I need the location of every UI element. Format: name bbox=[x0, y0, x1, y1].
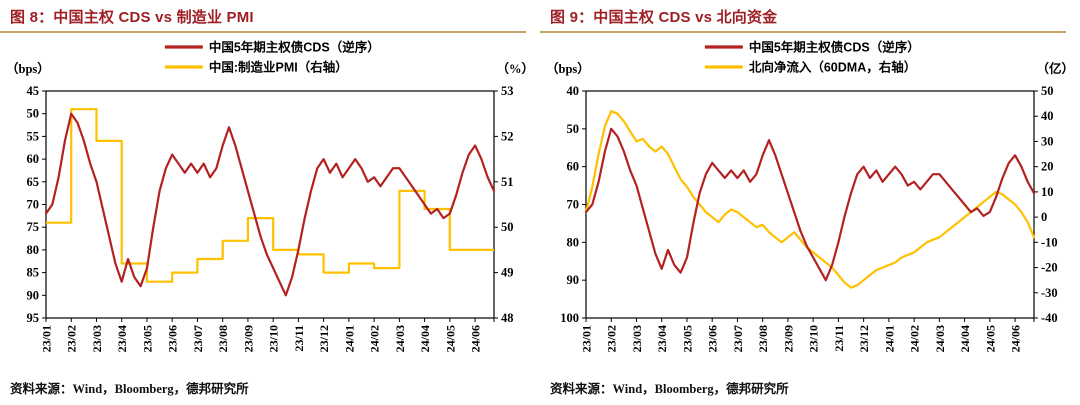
x-axis-label: 24/05 bbox=[443, 325, 457, 352]
right-axis-tick-label: 51 bbox=[501, 175, 514, 189]
left-axis-tick-label: 45 bbox=[27, 84, 40, 98]
left-axis-tick-label: 50 bbox=[27, 107, 40, 121]
cds-line bbox=[584, 127, 1036, 282]
x-axis-label: 23/04 bbox=[655, 325, 669, 352]
x-axis-label: 23/11 bbox=[832, 325, 846, 352]
pmi-step-line bbox=[46, 108, 494, 283]
left-axis-tick-label: 85 bbox=[27, 266, 40, 280]
x-axis-label: 23/08 bbox=[216, 325, 230, 352]
x-axis-label: 23/12 bbox=[857, 325, 871, 352]
x-axis-label: 23/06 bbox=[166, 325, 180, 352]
left-axis-tick-label: 70 bbox=[567, 198, 580, 212]
left-axis-unit: （bps） bbox=[6, 61, 50, 76]
left-axis-tick-label: 90 bbox=[27, 288, 40, 302]
x-axis-label: 23/01 bbox=[580, 325, 594, 352]
x-axis-label: 24/04 bbox=[958, 325, 972, 352]
left-axis-tick-label: 55 bbox=[27, 129, 40, 143]
figure-8-chart: 45 50 55 60 65 70 75 80 85 90 95 53 52 51 50 49 48 23/01 2… bbox=[6, 40, 534, 353]
x-axis-label: 23/01 bbox=[40, 325, 54, 352]
panel-figure-9: 图 9：中国主权 CDS vs 北向资金 40 50 60 70 80 90 100 50 40… bbox=[540, 0, 1080, 405]
plot-border bbox=[45, 90, 495, 319]
right-axis-tick-label: 48 bbox=[501, 311, 514, 325]
left-axis-tick-label: 60 bbox=[27, 152, 40, 166]
x-axis-label: 24/01 bbox=[882, 325, 896, 352]
x-axis-label: 23/09 bbox=[241, 325, 255, 352]
left-axis-tick-label: 100 bbox=[560, 311, 579, 325]
right-axis-tick-label: 53 bbox=[501, 84, 514, 98]
legend-label-pmi-step-line: 中国:制造业PMI（右轴） bbox=[209, 60, 348, 75]
x-axis-label: 23/10 bbox=[267, 325, 281, 352]
right-axis-tick-label: 0 bbox=[1041, 210, 1047, 224]
left-axis-tick-label: 65 bbox=[27, 175, 40, 189]
right-axis-tick-label: 50 bbox=[1041, 84, 1054, 98]
figure-9-title-underline bbox=[540, 31, 1066, 33]
x-axis-label: 23/04 bbox=[115, 325, 129, 352]
right-axis-tick-label: -30 bbox=[1041, 286, 1058, 300]
left-axis-tick-label: 60 bbox=[567, 160, 580, 174]
x-axis-label: 23/07 bbox=[731, 325, 745, 352]
left-axis-unit: （bps） bbox=[546, 61, 590, 76]
right-axis-tick-label: -10 bbox=[1041, 235, 1058, 249]
left-axis-tick-label: 70 bbox=[27, 198, 40, 212]
right-axis-tick-label: 40 bbox=[1041, 109, 1054, 123]
legend-label-cds-line: 中国5年期主权债CDS（逆序） bbox=[749, 40, 920, 55]
legend-label-cds-line: 中国5年期主权债CDS（逆序） bbox=[209, 40, 380, 55]
right-axis-tick-label: -20 bbox=[1041, 261, 1058, 275]
figure-8-source: 资料来源：Wind，Bloomberg，德邦研究所 bbox=[10, 382, 249, 396]
x-axis-label: 24/03 bbox=[393, 325, 407, 352]
figure-9-title: 图 9：中国主权 CDS vs 北向资金 bbox=[550, 9, 778, 26]
figure-8-title: 图 8：中国主权 CDS vs 制造业 PMI bbox=[10, 9, 254, 26]
x-axis-label: 23/10 bbox=[807, 325, 821, 352]
right-axis-unit: （%） bbox=[496, 61, 534, 76]
x-axis-label: 23/03 bbox=[90, 325, 104, 352]
northbound-60dma-line bbox=[584, 110, 1036, 289]
legend-label-northbound-60dma-line: 北向净流入（60DMA，右轴） bbox=[749, 60, 916, 75]
x-axis-label: 24/06 bbox=[1009, 325, 1023, 352]
x-axis-label: 24/02 bbox=[368, 325, 382, 352]
x-axis-label: 23/09 bbox=[781, 325, 795, 352]
x-axis-label: 24/03 bbox=[933, 325, 947, 352]
right-axis-tick-label: 10 bbox=[1041, 185, 1054, 199]
right-axis-tick-label: 30 bbox=[1041, 134, 1054, 148]
x-axis-label: 24/01 bbox=[342, 325, 356, 352]
x-axis-label: 23/02 bbox=[65, 325, 79, 352]
x-axis-label: 24/06 bbox=[469, 325, 483, 352]
left-axis-tick-label: 50 bbox=[567, 122, 580, 136]
right-axis-unit: （亿） bbox=[1036, 61, 1074, 76]
right-axis-tick-label: 20 bbox=[1041, 160, 1054, 174]
right-axis-tick-label: 50 bbox=[501, 220, 514, 234]
figure-9-chart: 40506070809010050403020100-10-20-30-4023… bbox=[546, 40, 1074, 353]
figure-8-title-underline bbox=[0, 31, 526, 33]
left-axis-tick-label: 80 bbox=[567, 235, 580, 249]
left-axis-tick-label: 90 bbox=[567, 273, 580, 287]
right-axis-tick-label: 49 bbox=[501, 266, 514, 280]
x-axis-label: 23/05 bbox=[140, 325, 154, 352]
x-axis-label: 23/08 bbox=[756, 325, 770, 352]
figure-9-source: 资料来源：Wind，Bloomberg，德邦研究所 bbox=[550, 382, 789, 396]
cds-line bbox=[44, 112, 496, 297]
x-axis-label: 23/02 bbox=[605, 325, 619, 352]
right-axis-tick-label: 52 bbox=[501, 129, 514, 143]
right-axis-tick-label: -40 bbox=[1041, 311, 1058, 325]
left-axis-tick-label: 80 bbox=[27, 243, 40, 257]
plot-border bbox=[585, 90, 1035, 319]
x-axis-label: 24/04 bbox=[418, 325, 432, 352]
left-axis-tick-label: 95 bbox=[27, 311, 40, 325]
x-axis-label: 24/05 bbox=[983, 325, 997, 352]
x-axis-label: 23/06 bbox=[706, 325, 720, 352]
left-axis-tick-label: 40 bbox=[567, 84, 580, 98]
x-axis-label: 23/11 bbox=[292, 325, 306, 352]
x-axis-label: 23/05 bbox=[680, 325, 694, 352]
panel-figure-8: 图 8：中国主权 CDS vs 制造业 PMI 45 50 55 60 65 70 75 80… bbox=[0, 9, 534, 396]
x-axis-label: 23/07 bbox=[191, 325, 205, 352]
x-axis-label: 24/02 bbox=[908, 325, 922, 352]
left-axis-tick-label: 75 bbox=[27, 220, 40, 234]
x-axis-label: 23/12 bbox=[317, 325, 331, 352]
x-axis-label: 23/03 bbox=[630, 325, 644, 352]
